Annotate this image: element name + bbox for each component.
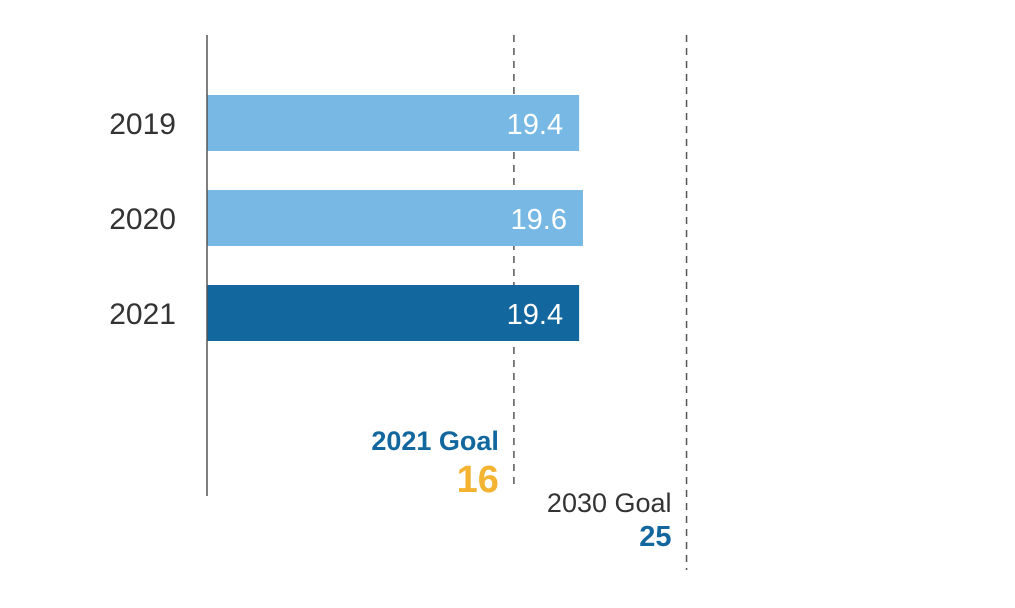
category-label-2021: 2021 bbox=[109, 298, 176, 331]
goal-label-0: 2021 Goal bbox=[371, 426, 499, 456]
data-labels: 19.4 19.6 19.4 bbox=[507, 109, 567, 331]
data-label-2020: 19.6 bbox=[511, 204, 567, 236]
category-label-2019: 2019 bbox=[109, 108, 176, 141]
data-label-2021: 19.4 bbox=[507, 299, 563, 331]
bar-2021 bbox=[207, 285, 580, 341]
goal-value-0: 16 bbox=[457, 459, 499, 501]
goal-value-1: 25 bbox=[639, 521, 671, 553]
bar-2020 bbox=[207, 190, 583, 246]
category-label-2020: 2020 bbox=[109, 203, 176, 236]
bars bbox=[207, 95, 583, 341]
data-label-2019: 19.4 bbox=[507, 109, 563, 141]
category-labels: 2019 2020 2021 bbox=[109, 108, 176, 331]
reference-lines bbox=[513, 35, 688, 570]
bar-2019 bbox=[207, 95, 580, 151]
goal-label-1: 2030 Goal bbox=[547, 488, 672, 518]
